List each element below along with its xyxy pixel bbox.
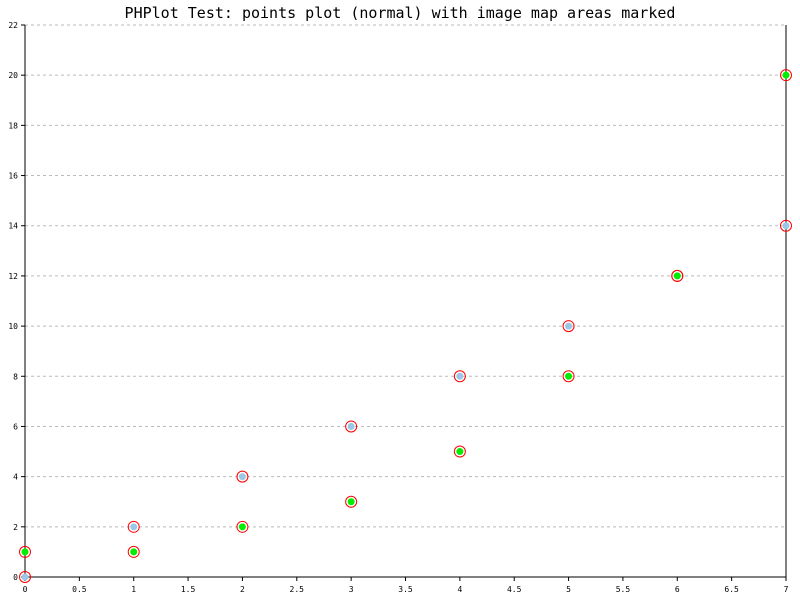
data-point-series-1 bbox=[21, 573, 29, 581]
image-map-area-marker bbox=[453, 445, 466, 458]
image-map-area-marker bbox=[345, 495, 358, 508]
data-point-series-2 bbox=[565, 372, 573, 380]
data-point-series-2 bbox=[130, 548, 138, 556]
image-map-area-marker bbox=[345, 420, 358, 433]
image-map-area-marker bbox=[236, 470, 249, 483]
y-tick-label: 4 bbox=[13, 473, 18, 482]
y-tick-label: 0 bbox=[13, 573, 18, 582]
data-point-series-1 bbox=[565, 322, 573, 330]
x-tick-label: 6 bbox=[675, 585, 680, 594]
x-tick-label: 5 bbox=[566, 585, 571, 594]
image-map-area-marker bbox=[19, 545, 31, 558]
image-map-area-marker bbox=[19, 571, 31, 583]
image-map-area-marker bbox=[671, 269, 684, 282]
x-tick-label: 1 bbox=[131, 585, 136, 594]
image-map-area-marker bbox=[780, 219, 792, 232]
y-tick-label: 6 bbox=[13, 422, 18, 431]
data-point-series-1 bbox=[130, 523, 138, 531]
data-point-series-1 bbox=[238, 473, 246, 481]
x-tick-label: 3 bbox=[349, 585, 354, 594]
image-map-area-marker bbox=[127, 520, 140, 533]
x-tick-label: 1.5 bbox=[181, 585, 196, 594]
image-map-area-marker bbox=[562, 370, 575, 383]
y-tick-label: 2 bbox=[13, 523, 18, 532]
y-tick-label: 16 bbox=[8, 172, 18, 181]
x-tick-label: 0.5 bbox=[72, 585, 87, 594]
data-point-series-2 bbox=[21, 548, 29, 556]
x-tick-label: 7 bbox=[784, 585, 789, 594]
y-tick-label: 22 bbox=[8, 21, 18, 30]
data-point-series-2 bbox=[456, 448, 464, 456]
image-map-area-marker bbox=[127, 545, 140, 558]
x-tick-label: 0 bbox=[23, 585, 28, 594]
chart-title: PHPlot Test: points plot (normal) with i… bbox=[124, 4, 676, 22]
x-tick-label: 3.5 bbox=[398, 585, 413, 594]
y-tick-label: 10 bbox=[8, 322, 18, 331]
x-tick-label: 2 bbox=[240, 585, 245, 594]
data-point-series-1 bbox=[782, 222, 790, 230]
x-tick-label: 4.5 bbox=[507, 585, 522, 594]
data-point-series-1 bbox=[347, 422, 355, 430]
y-tick-label: 18 bbox=[8, 121, 18, 130]
y-tick-label: 20 bbox=[8, 71, 18, 80]
data-point-series-2 bbox=[238, 523, 246, 531]
x-tick-label: 5.5 bbox=[616, 585, 631, 594]
data-point-series-1 bbox=[456, 372, 464, 380]
image-map-area-marker bbox=[236, 520, 249, 533]
y-tick-label: 8 bbox=[13, 372, 18, 381]
data-point-series-2 bbox=[673, 272, 681, 280]
y-tick-label: 12 bbox=[8, 272, 18, 281]
x-tick-label: 2.5 bbox=[290, 585, 305, 594]
data-point-series-2 bbox=[782, 71, 790, 79]
x-tick-label: 6.5 bbox=[724, 585, 739, 594]
y-tick-label: 14 bbox=[8, 222, 18, 231]
data-point-series-2 bbox=[347, 498, 355, 506]
image-map-area-marker bbox=[562, 320, 575, 333]
image-map-area-marker bbox=[453, 370, 466, 383]
x-tick-label: 4 bbox=[457, 585, 462, 594]
image-map-area-marker bbox=[780, 69, 792, 82]
